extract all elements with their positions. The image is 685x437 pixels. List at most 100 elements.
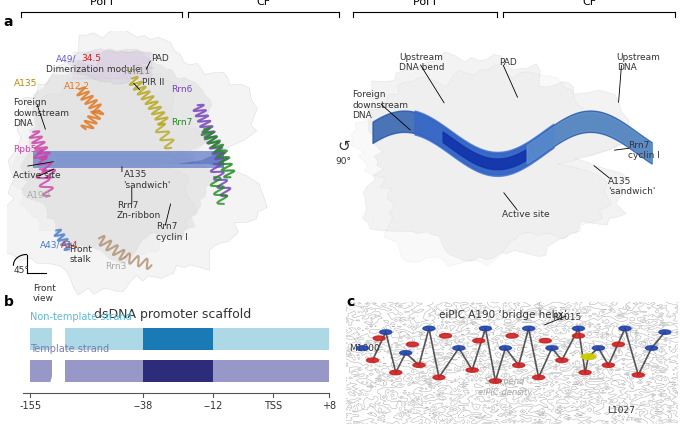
Text: dsDNA promoter scaffold: dsDNA promoter scaffold <box>95 308 251 321</box>
Text: A12.2: A12.2 <box>64 82 90 91</box>
Text: Rrn7
cyclin I: Rrn7 cyclin I <box>156 222 188 242</box>
Circle shape <box>379 330 392 334</box>
Circle shape <box>602 363 614 368</box>
Text: R1015: R1015 <box>552 312 581 322</box>
Text: Front
view: Front view <box>33 284 56 303</box>
Bar <box>65 329 329 350</box>
Circle shape <box>433 375 445 380</box>
Text: ↺: ↺ <box>338 139 350 154</box>
Bar <box>73 52 151 79</box>
Circle shape <box>357 346 369 350</box>
Bar <box>56 154 195 164</box>
Circle shape <box>619 326 631 331</box>
Circle shape <box>499 346 512 350</box>
Text: PAD: PAD <box>151 54 169 63</box>
Text: PAD: PAD <box>499 58 516 67</box>
Text: Rrn7
cyclin I: Rrn7 cyclin I <box>628 141 660 160</box>
Text: Pol I: Pol I <box>413 0 436 7</box>
Text: Foreign
downstream
DNA: Foreign downstream DNA <box>14 98 69 128</box>
Circle shape <box>632 373 645 377</box>
Circle shape <box>366 358 379 362</box>
Text: Rrn3: Rrn3 <box>105 262 127 271</box>
Text: 90°: 90° <box>336 157 352 166</box>
Text: Foreign
downstream
DNA: Foreign downstream DNA <box>353 90 408 120</box>
Text: A135: A135 <box>14 80 37 88</box>
Circle shape <box>512 363 525 368</box>
Circle shape <box>612 342 624 347</box>
Text: A43/: A43/ <box>40 241 60 250</box>
Text: Active site: Active site <box>14 171 61 180</box>
Text: Sharpend
eiPIC density: Sharpend eiPIC density <box>478 378 532 397</box>
Circle shape <box>546 346 558 350</box>
Circle shape <box>473 339 485 343</box>
Circle shape <box>373 336 385 340</box>
Text: --38: --38 <box>134 401 153 411</box>
Circle shape <box>573 333 584 338</box>
Text: 34.5: 34.5 <box>81 54 101 63</box>
Polygon shape <box>362 52 639 261</box>
Polygon shape <box>68 49 154 84</box>
Circle shape <box>400 351 412 355</box>
Circle shape <box>479 326 491 331</box>
Circle shape <box>453 346 465 350</box>
Text: +8: +8 <box>322 401 336 411</box>
Bar <box>65 360 329 382</box>
Circle shape <box>490 379 501 383</box>
Text: Template strand: Template strand <box>30 344 109 354</box>
Bar <box>143 329 213 350</box>
Circle shape <box>573 326 584 331</box>
Text: A14: A14 <box>61 241 79 250</box>
Bar <box>33 150 224 168</box>
Circle shape <box>523 326 534 331</box>
Text: -155: -155 <box>19 401 41 411</box>
Text: --12: --12 <box>203 401 223 411</box>
Polygon shape <box>2 28 267 295</box>
Text: Rrn7: Rrn7 <box>171 118 192 127</box>
Circle shape <box>645 346 658 350</box>
Circle shape <box>506 333 518 338</box>
Text: A49/: A49/ <box>56 54 77 63</box>
Circle shape <box>533 375 545 380</box>
Text: Dimerization module: Dimerization module <box>47 65 141 74</box>
Circle shape <box>466 368 478 372</box>
Circle shape <box>390 370 401 375</box>
Text: CF: CF <box>582 0 596 7</box>
Circle shape <box>413 363 425 368</box>
Text: c: c <box>346 295 354 309</box>
Text: CF: CF <box>257 0 271 7</box>
Bar <box>30 360 51 382</box>
Circle shape <box>659 330 671 334</box>
Text: b: b <box>3 295 13 309</box>
Circle shape <box>539 339 551 343</box>
Circle shape <box>579 370 591 375</box>
Bar <box>30 329 51 350</box>
Text: PIR II: PIR II <box>142 78 164 87</box>
Text: Non-template strand: Non-template strand <box>30 312 132 323</box>
Text: Front
stalk: Front stalk <box>69 245 92 264</box>
Text: M1000: M1000 <box>349 343 380 353</box>
Text: A190: A190 <box>27 191 50 200</box>
Circle shape <box>423 326 435 331</box>
Polygon shape <box>12 73 205 259</box>
Text: Rrn7
Zn-ribbon: Rrn7 Zn-ribbon <box>117 201 161 220</box>
Circle shape <box>406 342 419 347</box>
Text: Pol I: Pol I <box>90 0 112 7</box>
Circle shape <box>556 358 568 362</box>
Text: eiPIC A190 ‘bridge helix’: eiPIC A190 ‘bridge helix’ <box>439 310 567 320</box>
Text: Rpb5: Rpb5 <box>14 145 37 154</box>
Text: 45°: 45° <box>14 266 29 275</box>
Text: TSS: TSS <box>264 401 282 411</box>
Text: A135
'sandwich': A135 'sandwich' <box>123 170 171 190</box>
Polygon shape <box>351 63 625 267</box>
Text: Upstream
DNA: Upstream DNA <box>616 53 660 72</box>
Circle shape <box>581 354 596 359</box>
Bar <box>143 360 213 382</box>
Polygon shape <box>21 49 217 264</box>
Text: Active site: Active site <box>502 210 549 219</box>
Circle shape <box>593 346 604 350</box>
Text: Rrn6: Rrn6 <box>171 85 192 94</box>
Text: a: a <box>3 15 13 29</box>
Text: L1027: L1027 <box>607 406 635 415</box>
Text: Rrn11: Rrn11 <box>123 67 151 76</box>
Text: A135
'sandwich': A135 'sandwich' <box>608 177 656 196</box>
